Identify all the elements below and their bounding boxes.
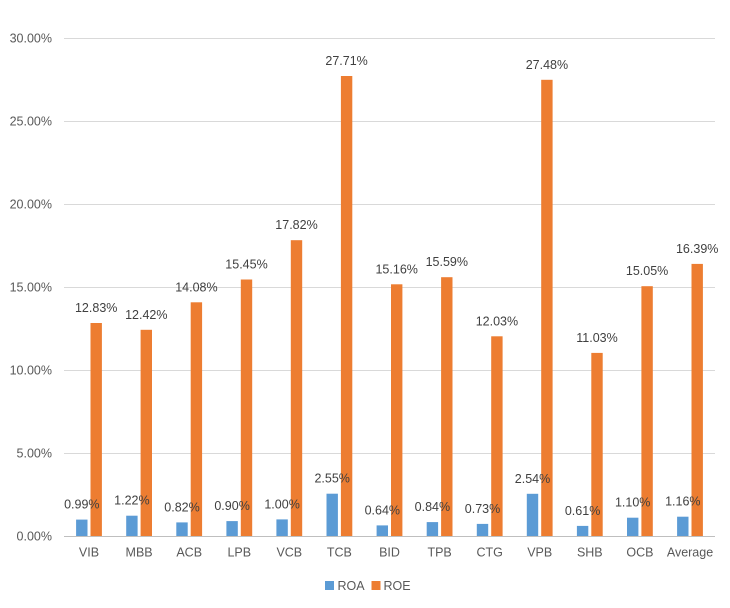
- svg-text:LPB: LPB: [227, 546, 251, 560]
- svg-text:VIB: VIB: [79, 546, 99, 560]
- svg-text:10.00%: 10.00%: [10, 364, 52, 378]
- svg-text:1.10%: 1.10%: [615, 496, 650, 510]
- svg-text:0.84%: 0.84%: [415, 500, 450, 514]
- svg-text:16.39%: 16.39%: [676, 242, 718, 256]
- svg-text:ACB: ACB: [176, 546, 202, 560]
- svg-text:30.00%: 30.00%: [10, 32, 52, 46]
- svg-text:17.82%: 17.82%: [275, 218, 317, 232]
- svg-text:25.00%: 25.00%: [10, 115, 52, 129]
- svg-text:ROA: ROA: [338, 579, 366, 593]
- svg-text:0.99%: 0.99%: [64, 498, 99, 512]
- svg-text:5.00%: 5.00%: [17, 447, 52, 461]
- svg-text:12.42%: 12.42%: [125, 308, 167, 322]
- svg-text:15.16%: 15.16%: [375, 262, 417, 276]
- svg-text:VCB: VCB: [276, 546, 302, 560]
- svg-text:27.48%: 27.48%: [526, 58, 568, 72]
- svg-text:Average: Average: [667, 546, 713, 560]
- svg-text:TCB: TCB: [327, 546, 352, 560]
- svg-text:12.03%: 12.03%: [476, 314, 518, 328]
- svg-text:15.59%: 15.59%: [426, 255, 468, 269]
- svg-text:0.82%: 0.82%: [164, 500, 199, 514]
- svg-text:2.54%: 2.54%: [515, 472, 550, 486]
- svg-text:MBB: MBB: [126, 546, 153, 560]
- svg-text:BID: BID: [379, 546, 400, 560]
- svg-text:0.00%: 0.00%: [17, 530, 52, 544]
- svg-text:20.00%: 20.00%: [10, 198, 52, 212]
- svg-text:TPB: TPB: [427, 546, 451, 560]
- svg-text:15.45%: 15.45%: [225, 258, 267, 272]
- svg-text:27.71%: 27.71%: [325, 54, 367, 68]
- svg-text:0.61%: 0.61%: [565, 504, 600, 518]
- svg-text:ROE: ROE: [384, 579, 411, 593]
- svg-text:1.22%: 1.22%: [114, 494, 149, 508]
- svg-text:15.05%: 15.05%: [626, 264, 668, 278]
- svg-text:11.03%: 11.03%: [576, 331, 617, 345]
- svg-text:SHB: SHB: [577, 546, 603, 560]
- svg-text:1.00%: 1.00%: [264, 497, 299, 511]
- svg-text:12.83%: 12.83%: [75, 301, 117, 315]
- svg-text:OCB: OCB: [626, 546, 653, 560]
- svg-text:0.90%: 0.90%: [214, 499, 249, 513]
- svg-text:VPB: VPB: [527, 546, 552, 560]
- svg-text:14.08%: 14.08%: [175, 280, 217, 294]
- svg-text:15.00%: 15.00%: [10, 281, 52, 295]
- svg-text:0.73%: 0.73%: [465, 502, 500, 516]
- svg-text:CTG: CTG: [477, 546, 503, 560]
- svg-text:0.64%: 0.64%: [365, 503, 400, 517]
- svg-text:1.16%: 1.16%: [665, 495, 700, 509]
- svg-text:2.55%: 2.55%: [314, 472, 349, 486]
